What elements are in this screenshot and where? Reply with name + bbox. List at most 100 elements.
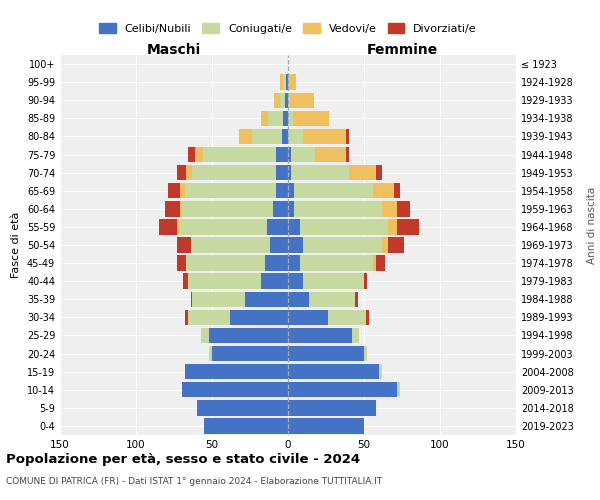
Bar xyxy=(260,110,268,126)
Bar xyxy=(185,364,288,380)
Text: Popolazione per età, sesso e stato civile - 2024: Popolazione per età, sesso e stato civil… xyxy=(6,452,360,466)
Bar xyxy=(192,165,276,180)
Bar xyxy=(364,346,367,362)
Bar xyxy=(288,256,300,271)
Bar xyxy=(382,238,388,252)
Bar xyxy=(382,201,397,216)
Bar xyxy=(300,256,373,271)
Bar xyxy=(316,147,346,162)
Bar xyxy=(268,110,283,126)
Bar xyxy=(270,238,288,252)
Bar xyxy=(159,219,177,234)
Bar xyxy=(282,128,288,144)
Bar xyxy=(212,346,288,362)
Bar xyxy=(186,256,265,271)
Bar xyxy=(260,274,288,289)
Bar xyxy=(280,74,283,90)
Bar xyxy=(365,310,368,325)
Bar xyxy=(288,147,291,162)
Bar xyxy=(288,110,293,126)
Bar xyxy=(376,165,382,180)
Bar xyxy=(288,128,303,144)
Bar xyxy=(346,128,349,144)
Text: Femmine: Femmine xyxy=(367,43,437,57)
Bar xyxy=(230,310,288,325)
Bar xyxy=(373,183,394,198)
Bar xyxy=(303,238,382,252)
Bar xyxy=(288,165,291,180)
Bar xyxy=(355,292,358,307)
Bar xyxy=(303,274,364,289)
Bar xyxy=(397,219,419,234)
Bar xyxy=(349,165,376,180)
Bar xyxy=(188,310,230,325)
Bar xyxy=(288,418,364,434)
Bar xyxy=(191,292,192,307)
Bar xyxy=(165,201,180,216)
Bar xyxy=(182,201,273,216)
Bar xyxy=(283,110,288,126)
Bar xyxy=(209,346,212,362)
Bar xyxy=(265,256,288,271)
Bar xyxy=(288,201,294,216)
Bar xyxy=(188,147,195,162)
Text: Anni di nascita: Anni di nascita xyxy=(587,186,597,264)
Bar xyxy=(202,328,209,343)
Bar xyxy=(192,292,245,307)
Bar xyxy=(251,128,282,144)
Text: Maschi: Maschi xyxy=(147,43,201,57)
Bar xyxy=(191,238,270,252)
Bar xyxy=(388,219,397,234)
Bar xyxy=(205,418,288,434)
Bar xyxy=(288,364,379,380)
Bar xyxy=(294,201,382,216)
Bar xyxy=(203,147,276,162)
Bar xyxy=(288,219,300,234)
Bar xyxy=(288,328,352,343)
Text: COMUNE DI PATRICA (FR) - Dati ISTAT 1° gennaio 2024 - Elaborazione TUTTITALIA.IT: COMUNE DI PATRICA (FR) - Dati ISTAT 1° g… xyxy=(6,478,382,486)
Bar xyxy=(182,382,288,398)
Bar xyxy=(288,400,376,415)
Bar xyxy=(283,74,286,90)
Bar xyxy=(288,274,303,289)
Bar xyxy=(195,147,203,162)
Bar xyxy=(185,310,188,325)
Legend: Celibi/Nubili, Coniugati/e, Vedovi/e, Divorziati/e: Celibi/Nubili, Coniugati/e, Vedovi/e, Di… xyxy=(95,18,481,38)
Bar xyxy=(288,238,303,252)
Bar xyxy=(177,238,191,252)
Bar xyxy=(267,219,288,234)
Bar xyxy=(373,256,376,271)
Bar xyxy=(388,238,404,252)
Bar xyxy=(245,292,288,307)
Bar xyxy=(288,382,397,398)
Bar xyxy=(394,183,400,198)
Bar xyxy=(177,219,179,234)
Bar xyxy=(303,128,346,144)
Bar xyxy=(276,183,288,198)
Bar xyxy=(179,219,267,234)
Bar xyxy=(288,74,296,90)
Bar xyxy=(280,92,285,108)
Bar xyxy=(364,274,367,289)
Bar xyxy=(197,400,288,415)
Bar xyxy=(186,165,192,180)
Bar xyxy=(274,92,280,108)
Y-axis label: Fasce di età: Fasce di età xyxy=(11,212,21,278)
Bar xyxy=(209,328,288,343)
Bar xyxy=(346,147,349,162)
Bar xyxy=(352,328,359,343)
Bar xyxy=(300,219,388,234)
Bar xyxy=(293,110,329,126)
Bar xyxy=(291,165,349,180)
Bar xyxy=(294,183,373,198)
Bar xyxy=(286,74,288,90)
Bar xyxy=(328,310,365,325)
Bar xyxy=(276,147,288,162)
Bar xyxy=(273,201,288,216)
Bar xyxy=(177,165,186,180)
Bar xyxy=(188,274,260,289)
Bar xyxy=(180,201,182,216)
Bar xyxy=(309,292,355,307)
Bar xyxy=(397,201,410,216)
Bar xyxy=(285,92,288,108)
